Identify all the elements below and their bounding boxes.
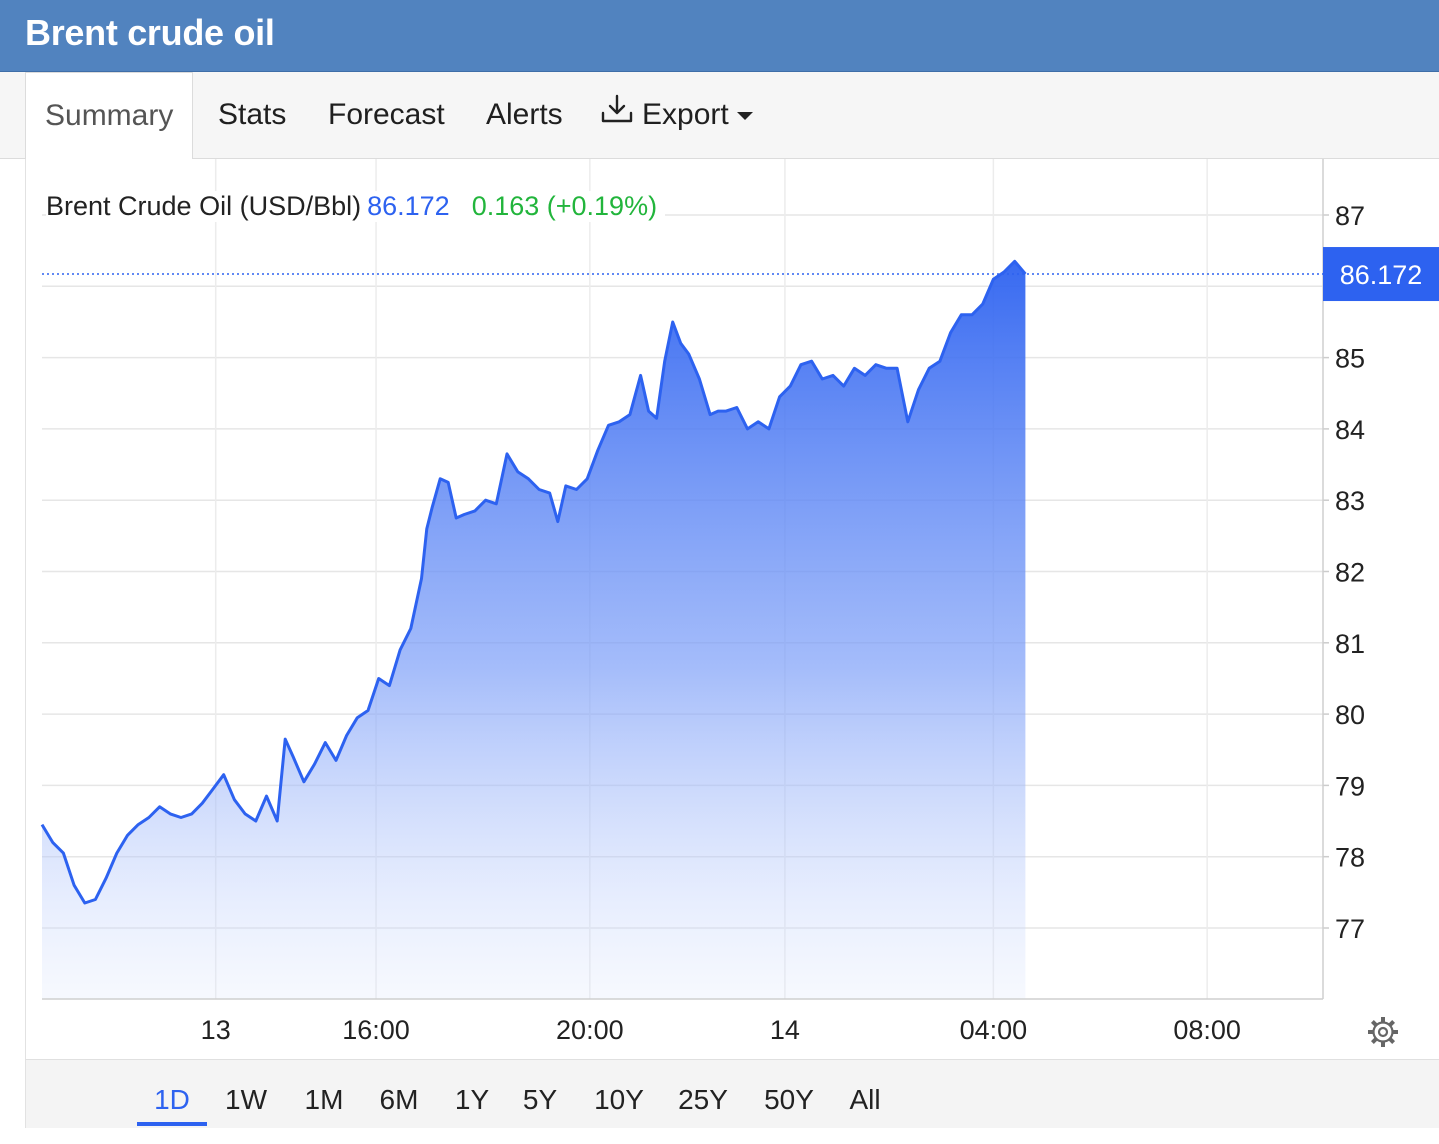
last-price-label: 86.172 bbox=[1340, 260, 1423, 290]
tab-stats[interactable]: Stats bbox=[218, 98, 287, 131]
x-tick-label: 16:00 bbox=[342, 1015, 410, 1045]
last-price-badge bbox=[1323, 247, 1439, 302]
range-50y[interactable]: 50Y bbox=[764, 1084, 814, 1115]
header-bar: Brent crude oil bbox=[0, 0, 1439, 72]
download-icon bbox=[600, 73, 634, 159]
range-1y[interactable]: 1Y bbox=[454, 1084, 490, 1115]
y-tick-label: 80 bbox=[1335, 700, 1365, 730]
legend-price: 86.172 bbox=[367, 191, 450, 221]
legend-change: 0.163 (+0.19%) bbox=[471, 191, 658, 221]
price-chart[interactable]: 77 78 79 80 81 82 83 84 85 87 13 16:00 20:00 14 04:00 0… bbox=[25, 159, 1439, 1059]
chart-legend: Brent Crude Oil (USD/Bbl) 86.172 0.163 (+0… bbox=[46, 191, 666, 222]
range-1w[interactable]: 1W bbox=[225, 1084, 267, 1115]
range-6m[interactable]: 6M bbox=[379, 1084, 419, 1115]
range-1d[interactable]: 1D bbox=[154, 1084, 190, 1115]
tab-alerts[interactable]: Alerts bbox=[486, 98, 563, 131]
y-tick-label: 78 bbox=[1335, 843, 1365, 873]
tab-forecast[interactable]: Forecast bbox=[328, 98, 445, 131]
active-range-indicator bbox=[137, 1122, 207, 1126]
export-label: Export bbox=[642, 98, 729, 131]
range-all[interactable]: All bbox=[849, 1084, 881, 1115]
y-tick-label: 81 bbox=[1335, 629, 1365, 659]
series-line bbox=[40, 259, 1027, 905]
range-selector: 1D 1W 1M 6M 1Y 5Y 10Y 25Y 50Y All bbox=[25, 1059, 1439, 1128]
range-5y[interactable]: 5Y bbox=[522, 1084, 558, 1115]
series-area bbox=[42, 261, 1026, 999]
tab-bar: Summary Stats Forecast Alerts Export bbox=[0, 72, 1439, 159]
gear-icon[interactable] bbox=[1366, 1015, 1400, 1054]
range-25y[interactable]: 25Y bbox=[678, 1084, 728, 1115]
x-tick-label: 14 bbox=[770, 1015, 800, 1045]
x-tick-label: 20:00 bbox=[556, 1015, 624, 1045]
x-tick-label: 13 bbox=[201, 1015, 231, 1045]
tab-summary[interactable]: Summary bbox=[25, 72, 194, 159]
y-tick-label: 79 bbox=[1335, 771, 1365, 801]
page-title: Brent crude oil bbox=[25, 12, 275, 53]
x-tick-label: 08:00 bbox=[1173, 1015, 1241, 1045]
range-1m[interactable]: 1M bbox=[304, 1084, 344, 1115]
chart-svg[interactable]: 77 78 79 80 81 82 83 84 85 87 13 16:00 20:00 14 04:00 0… bbox=[26, 159, 1439, 1059]
y-tick-label: 82 bbox=[1335, 558, 1365, 588]
y-tick-label: 77 bbox=[1335, 914, 1365, 944]
legend-series-name: Brent Crude Oil (USD/Bbl) bbox=[46, 191, 362, 221]
range-10y[interactable]: 10Y bbox=[594, 1084, 644, 1115]
chevron-down-icon bbox=[736, 112, 753, 121]
y-tick-label: 87 bbox=[1335, 201, 1365, 231]
y-tick-label: 85 bbox=[1335, 344, 1365, 374]
y-tick-label: 83 bbox=[1335, 486, 1365, 516]
export-button[interactable]: Export bbox=[600, 72, 753, 158]
y-tick-label: 84 bbox=[1335, 415, 1365, 445]
x-tick-label: 04:00 bbox=[960, 1015, 1028, 1045]
